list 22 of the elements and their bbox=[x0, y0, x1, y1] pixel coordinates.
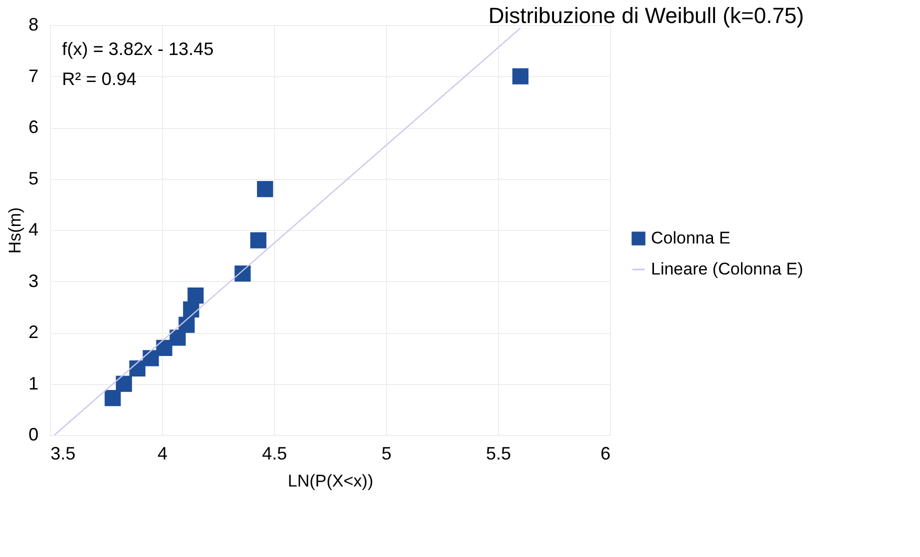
x-tick-label: 5.5 bbox=[486, 444, 512, 464]
x-tick-label: 4 bbox=[157, 444, 168, 464]
x-tick-label: 3.5 bbox=[50, 444, 76, 464]
chart-title: Distribuzione di Weibull (k=0.75) bbox=[488, 3, 804, 28]
x-tick-label: 5 bbox=[381, 444, 392, 464]
y-tick-label: 1 bbox=[28, 373, 38, 394]
y-tick-label: 4 bbox=[28, 220, 38, 240]
y-tick-label: 6 bbox=[28, 117, 38, 137]
y-tick-label: 2 bbox=[28, 322, 38, 342]
y-tick-label: 5 bbox=[28, 168, 38, 188]
y-tick-label: 0 bbox=[28, 424, 38, 444]
legend-label: Colonna E bbox=[651, 228, 730, 248]
y-tick-label: 8 bbox=[28, 14, 38, 34]
x-tick-label: 6 bbox=[600, 444, 610, 464]
y-tick-label: 7 bbox=[28, 66, 38, 86]
y-axis-title: Hs(m) bbox=[5, 207, 24, 254]
x-axis-title: LN(P(X<x)) bbox=[288, 472, 374, 490]
x-tick-label: 4.5 bbox=[262, 444, 288, 464]
y-tick-label: 3 bbox=[28, 270, 38, 291]
annotation: R² = 0.94 bbox=[62, 69, 137, 89]
legend-label: Lineare (Colonna E) bbox=[651, 260, 804, 278]
annotation: f(x) = 3.82x - 13.45 bbox=[62, 39, 214, 59]
